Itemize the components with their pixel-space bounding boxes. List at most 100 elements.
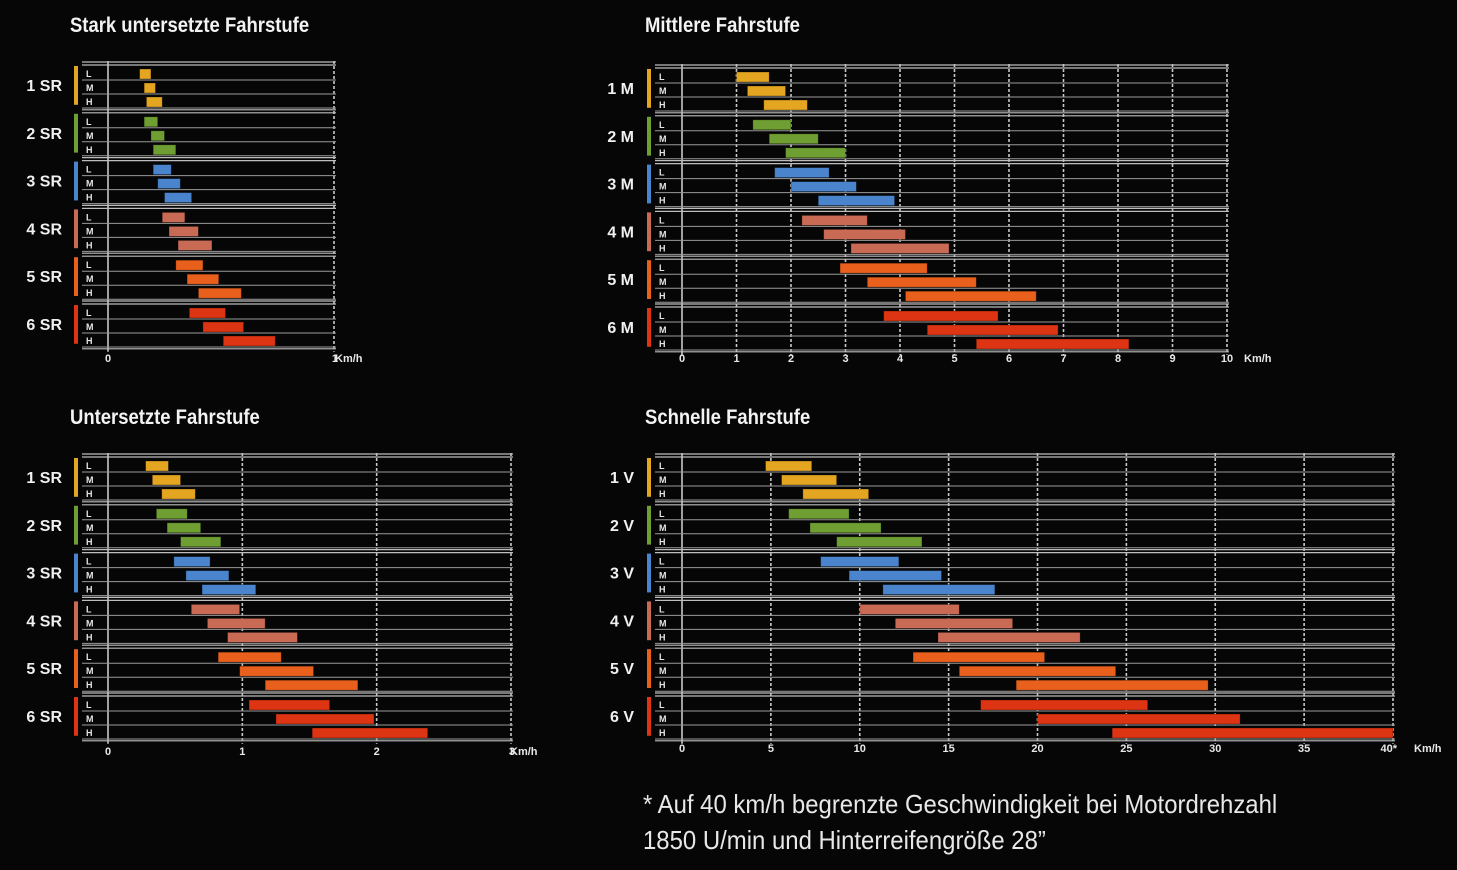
band-label: M <box>659 523 667 533</box>
band-label: H <box>659 339 666 349</box>
axis-unit: Km/h <box>510 746 538 758</box>
tick-label: 0 <box>105 353 111 365</box>
tick-label: 15 <box>943 743 955 755</box>
tick-label: 20 <box>1031 743 1043 755</box>
gear-label: 1 M <box>607 81 634 98</box>
speed-bar <box>736 71 770 83</box>
band-label: M <box>659 475 667 485</box>
gear-label: 3 SR <box>26 566 62 583</box>
tick-label: 0 <box>105 746 111 758</box>
tick-label: 9 <box>1169 353 1175 365</box>
speed-bar <box>166 522 202 534</box>
chart-title: Schnelle Fahrstufe <box>645 406 810 429</box>
gear-color-stripe <box>74 257 78 296</box>
speed-bar <box>790 181 857 193</box>
speed-bar <box>175 259 204 271</box>
speed-bar <box>146 96 163 108</box>
speed-bar <box>774 167 830 179</box>
band-label: L <box>86 509 92 519</box>
band-label: M <box>659 277 667 287</box>
speed-bar <box>937 632 1081 643</box>
speed-bar <box>222 335 276 347</box>
band-label: L <box>659 461 665 471</box>
speed-bar <box>155 508 188 520</box>
tick-label: 3 <box>842 353 848 365</box>
speed-bar <box>264 679 359 691</box>
band-label: M <box>86 274 94 284</box>
gear-color-stripe <box>74 113 78 153</box>
tick-label: 6 <box>1006 353 1012 365</box>
speed-bar <box>975 338 1130 350</box>
speed-bar <box>173 556 211 567</box>
gear-color-stripe <box>647 116 651 156</box>
speed-bar <box>197 287 242 299</box>
speed-bar <box>186 273 220 285</box>
speed-bar <box>801 214 868 226</box>
speed-bar <box>161 211 186 223</box>
gear-label: 6 SR <box>26 709 62 726</box>
speed-bar <box>275 713 375 725</box>
band-label: L <box>659 557 665 567</box>
speed-bar <box>1015 679 1209 691</box>
band-label: H <box>86 97 93 107</box>
tick-label: 10 <box>854 743 866 755</box>
speed-bar <box>883 310 999 322</box>
band-label: M <box>86 179 94 189</box>
band-label: L <box>86 700 92 710</box>
speed-bar <box>752 119 792 131</box>
tick-label: 0 <box>679 353 685 365</box>
band-label: H <box>659 196 666 206</box>
tick-label: 4 <box>897 353 904 365</box>
speed-bar <box>139 68 152 80</box>
band-label: H <box>86 680 93 690</box>
tick-label: 10 <box>1221 353 1233 365</box>
gear-color-stripe <box>74 601 78 641</box>
band-label: M <box>86 618 94 628</box>
speed-bar <box>185 570 230 581</box>
tick-label: 5 <box>768 743 774 755</box>
speed-bar <box>1111 727 1394 739</box>
speed-bar <box>180 536 222 548</box>
gear-color-stripe <box>647 164 651 204</box>
band-label: M <box>86 322 94 332</box>
gear-label: 1 SR <box>26 470 62 487</box>
speed-bar <box>802 488 870 500</box>
band-label: L <box>86 652 92 662</box>
gear-color-stripe <box>74 697 78 736</box>
band-label: H <box>659 632 666 642</box>
gear-label: 4 M <box>607 224 634 241</box>
band-label: M <box>86 131 94 141</box>
speed-bar <box>164 192 193 204</box>
band-label: L <box>659 215 665 225</box>
speed-bar <box>785 147 846 159</box>
band-label: M <box>86 714 94 724</box>
band-label: L <box>86 604 92 614</box>
gear-label: 3 V <box>610 566 634 583</box>
axis-unit: Km/h <box>335 353 363 365</box>
gear-color-stripe <box>74 161 78 201</box>
band-label: M <box>659 666 667 676</box>
tick-label: 0 <box>679 743 685 755</box>
tick-label: 1 <box>733 353 739 365</box>
gear-label: 4 SR <box>26 221 62 238</box>
band-label: H <box>659 728 666 738</box>
speed-bar <box>143 116 159 128</box>
speed-bar <box>143 82 156 94</box>
gear-color-stripe <box>74 209 78 249</box>
band-label: L <box>659 509 665 519</box>
band-label: M <box>659 325 667 335</box>
band-label: M <box>86 571 94 581</box>
gear-label: 4 SR <box>26 613 62 630</box>
chart-title: Stark untersetzte Fahrstufe <box>70 14 309 37</box>
band-label: H <box>86 728 93 738</box>
gear-label: 5 V <box>610 661 634 678</box>
tick-label: 2 <box>374 746 380 758</box>
band-label: M <box>659 714 667 724</box>
speed-bar <box>768 133 819 145</box>
gear-label: 5 SR <box>26 661 62 678</box>
gear-color-stripe <box>647 458 651 497</box>
gear-color-stripe <box>74 305 78 344</box>
gear-color-stripe <box>74 553 78 593</box>
gear-color-stripe <box>647 69 651 108</box>
